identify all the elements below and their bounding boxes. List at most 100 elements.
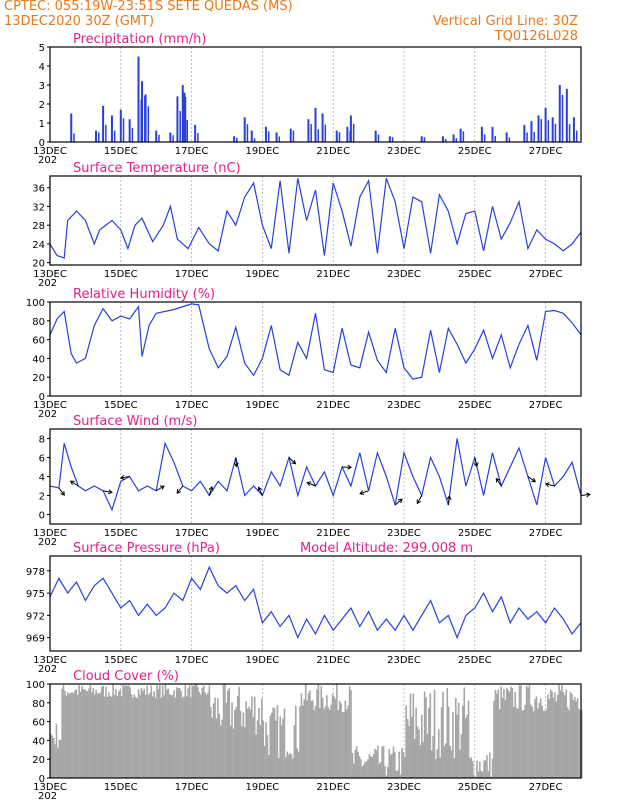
precip-ytick: 1 [39, 119, 45, 130]
cloud-bar [561, 685, 563, 778]
cloud-bar [504, 700, 507, 778]
humidity-ytick: 80 [32, 317, 45, 328]
wind-xtick: 27DEC [529, 528, 563, 539]
cloud-bar [446, 687, 449, 778]
cloud-bar [538, 703, 541, 778]
cloud-bar [460, 734, 463, 778]
cloud-bar [364, 761, 366, 778]
cloud-bar [430, 750, 433, 778]
precip-ytick: 4 [39, 62, 45, 73]
cloud-bar [404, 757, 406, 778]
precip-bar [147, 106, 150, 142]
cloud-bar [293, 725, 296, 778]
cloud-bar [401, 747, 403, 778]
cloud-bar [85, 690, 87, 778]
precip-bar [544, 107, 547, 142]
cloud-bar [425, 697, 427, 778]
cloud-bar [164, 684, 167, 778]
cloud-bar [286, 751, 289, 778]
cloud-bar [248, 706, 250, 778]
cloud-bar [130, 694, 133, 778]
cloud-bar [256, 720, 259, 778]
cloud-bar [300, 693, 303, 778]
cloud-bar [133, 694, 136, 778]
cloud-bar [552, 697, 555, 778]
cloud-bar [408, 725, 410, 778]
cloud-bar [100, 686, 103, 778]
cloud-bar [57, 748, 59, 778]
cloud-bar [265, 722, 267, 778]
cloud-bar [341, 712, 344, 778]
cloud-bar [232, 728, 235, 778]
cloud-bar [493, 700, 495, 778]
cloud-bar [479, 761, 481, 778]
cloud-bar [108, 692, 110, 778]
cloud-bar [532, 711, 535, 778]
cloud-bar [337, 710, 340, 778]
humidity-xtick: 17DEC [175, 400, 209, 411]
cloud-bar [140, 687, 143, 778]
pressure-ytick: 978 [26, 567, 45, 578]
precip-bar [324, 124, 327, 142]
precip-frame [49, 46, 582, 143]
cloud-bar [92, 688, 95, 778]
cloud-ytick: 80 [32, 699, 45, 710]
header-grid-note: Vertical Grid Line: 30Z [432, 14, 578, 29]
cloud-bar [556, 694, 559, 778]
header-run-id: TQ0126L028 [494, 29, 578, 44]
cloud-bar [524, 704, 526, 778]
cloud-bar [340, 703, 342, 778]
cloud-bar [544, 710, 546, 778]
cloud-bar [168, 694, 171, 778]
pressure-xtick: 15DEC [104, 655, 138, 666]
cloud-bar [351, 752, 354, 778]
precip-bar [246, 124, 249, 142]
cloud-bar [344, 700, 347, 778]
wind-arrow [447, 496, 450, 506]
precip-bar [444, 139, 447, 142]
cloud-bar [432, 736, 434, 778]
cloud-bar [486, 755, 488, 778]
humidity-xtick: 21DEC [316, 400, 350, 411]
cloud-bar [132, 697, 134, 778]
cloud-ytick: 100 [26, 680, 45, 691]
cloud-bar [306, 700, 308, 778]
cloud-bar [513, 706, 515, 778]
precip-bar [568, 124, 571, 142]
cloud-bar [411, 716, 413, 778]
cloud-bar [568, 710, 570, 778]
wind-arrow [120, 476, 130, 479]
cloud-bar [333, 696, 335, 778]
precip-xtick: 15DEC [104, 146, 138, 157]
temp-xtick: 23DEC [387, 269, 421, 280]
precip-bar [113, 130, 116, 142]
precip-bar [459, 128, 462, 142]
cloud-bar [263, 745, 266, 778]
cloud-bar [194, 684, 197, 778]
cloud-bar [573, 696, 576, 778]
cloud-bar [156, 685, 158, 778]
cloud-bar [98, 693, 100, 778]
wind-arrow-head [291, 459, 297, 465]
cloud-bar [218, 713, 221, 778]
cloud-bar [287, 754, 290, 778]
cloud-bar [159, 685, 161, 778]
cloud-bar [193, 685, 195, 778]
cloud-bar [191, 685, 194, 778]
cloud-bar [569, 691, 572, 778]
wind-arrow [416, 495, 423, 504]
cloud-bar [534, 698, 536, 778]
precip-bar [480, 126, 483, 142]
wind-arrow [155, 485, 165, 492]
cloud-bar [163, 695, 165, 778]
precip-bar [267, 131, 270, 142]
cloud-bar [484, 760, 487, 778]
cloud-bar [157, 689, 160, 778]
cloud-bar [59, 740, 62, 778]
cloud-bar [219, 725, 222, 778]
cloud-xtick: 27DEC [529, 782, 563, 793]
cloud-bar [527, 687, 529, 778]
cloud-bar [423, 691, 426, 778]
cloud-bar [246, 708, 249, 778]
cloud-bar [204, 692, 206, 778]
